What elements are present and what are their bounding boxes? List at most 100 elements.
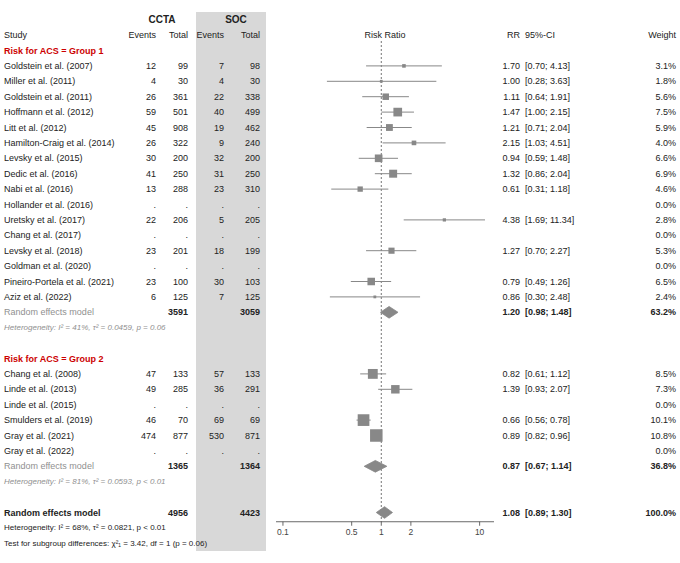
x-tick <box>351 522 352 526</box>
rr-label: 1.00 <box>502 76 520 86</box>
study-square <box>380 80 383 83</box>
column-header: Study <box>4 30 28 40</box>
x-axis-line <box>276 521 494 522</box>
study-square <box>373 296 376 299</box>
study-square <box>358 414 370 426</box>
soc-events: 5 <box>219 215 224 225</box>
soc-total: . <box>257 230 260 240</box>
soc-total: 125 <box>245 292 260 302</box>
rr-label: 0.66 <box>502 415 520 425</box>
ci-label: [0.89; 1.30] <box>525 508 572 518</box>
soc-events: 18 <box>214 246 224 256</box>
ccta-total: 1365 <box>168 461 188 471</box>
soc-total: . <box>257 446 260 456</box>
group-label: Risk for ACS = Group 2 <box>4 354 103 364</box>
soc-total: 499 <box>245 107 260 117</box>
study-name: Hoffmann et al. (2012) <box>4 107 93 117</box>
rr-label: 1.70 <box>502 61 520 71</box>
group-label: Risk for ACS = Group 1 <box>4 46 103 56</box>
column-header: Total <box>169 30 188 40</box>
study-name: Pineiro-Portela et al. (2021) <box>4 277 114 287</box>
soc-events: . <box>221 200 224 210</box>
weight-label: 0.0% <box>655 230 676 240</box>
weight-label: 5.3% <box>655 246 676 256</box>
soc-total: . <box>257 200 260 210</box>
rr-label: 1.21 <box>502 123 520 133</box>
ccta-total: 133 <box>173 369 188 379</box>
summary-diamond <box>380 306 398 318</box>
weight-label: 3.1% <box>655 61 676 71</box>
soc-total: 1364 <box>240 461 260 471</box>
column-group: SOC <box>225 14 247 25</box>
ci-label: [0.70; 4.13] <box>525 61 570 71</box>
soc-events: 19 <box>214 123 224 133</box>
soc-events: . <box>221 400 224 410</box>
ccta-total: 877 <box>173 431 188 441</box>
rr-label: 0.82 <box>502 369 520 379</box>
rr-label: 0.89 <box>502 431 520 441</box>
weight-label: 5.9% <box>655 123 676 133</box>
ccta-total: 361 <box>173 92 188 102</box>
soc-total: 871 <box>245 431 260 441</box>
study-name: Aziz et al. (2022) <box>4 292 72 302</box>
study-name: Nabi et al. (2016) <box>4 184 73 194</box>
x-tick-label: 0.1 <box>277 527 289 537</box>
soc-events: 23 <box>214 184 224 194</box>
study-square <box>388 248 394 254</box>
study-name: Goldman et al. (2020) <box>4 261 91 271</box>
rr-label: 0.87 <box>502 461 520 471</box>
soc-events: 32 <box>214 153 224 163</box>
ci-label: [0.93; 2.07] <box>525 384 570 394</box>
ccta-total: 125 <box>173 292 188 302</box>
ccta-events: 4 <box>151 76 156 86</box>
soc-events: 69 <box>214 415 224 425</box>
study-square <box>393 108 402 117</box>
column-header: Events <box>196 30 224 40</box>
weight-label: 100.0% <box>645 508 676 518</box>
soc-events: 30 <box>214 277 224 287</box>
ccta-total: 30 <box>178 76 188 86</box>
column-header: Risk Ratio <box>364 30 405 40</box>
overall-label: Random effects model <box>4 508 101 518</box>
summary-label: Random effects model <box>4 461 94 471</box>
weight-label: 5.6% <box>655 92 676 102</box>
ci-label: [0.67; 1.14] <box>525 461 572 471</box>
weight-label: 7.3% <box>655 384 676 394</box>
soc-total: 200 <box>245 153 260 163</box>
study-name: Dedic et al. (2016) <box>4 169 78 179</box>
ccta-total: 206 <box>173 215 188 225</box>
x-tick-label: 0.5 <box>346 527 358 537</box>
soc-total: . <box>257 261 260 271</box>
ccta-total: 322 <box>173 138 188 148</box>
ccta-events: 41 <box>146 169 156 179</box>
rr-label: 0.86 <box>502 292 520 302</box>
study-name: Linde et al. (2013) <box>4 384 77 394</box>
soc-total: 205 <box>245 215 260 225</box>
weight-label: 1.8% <box>655 76 676 86</box>
weight-label: 2.8% <box>655 215 676 225</box>
study-name: Smulders et al. (2019) <box>4 415 93 425</box>
ci-label: [1.03; 4.51] <box>525 138 570 148</box>
study-name: Uretsky et al. (2017) <box>4 215 85 225</box>
ccta-total: 99 <box>178 61 188 71</box>
study-square <box>370 429 383 442</box>
rr-label: 0.94 <box>502 153 520 163</box>
soc-events: 40 <box>214 107 224 117</box>
ci-label: [0.61; 1.12] <box>525 369 570 379</box>
weight-label: 36.8% <box>650 461 676 471</box>
soc-total: 462 <box>245 123 260 133</box>
ccta-events: 47 <box>146 369 156 379</box>
x-tick-label: 10 <box>475 527 485 537</box>
soc-events: 530 <box>209 431 224 441</box>
soc-events: 31 <box>214 169 224 179</box>
rr-label: 1.32 <box>502 169 520 179</box>
weight-label: 6.5% <box>655 277 676 287</box>
summary-label: Random effects model <box>4 307 94 317</box>
marks <box>327 64 485 518</box>
rr-label: 4.38 <box>502 215 520 225</box>
ci-label: [1.00; 2.15] <box>525 107 570 117</box>
ccta-events: 59 <box>146 107 156 117</box>
forest-plot: CCTASOCStudyEventsTotalEventsTotalRisk R… <box>0 0 680 563</box>
soc-total: 338 <box>245 92 260 102</box>
weight-label: 4.0% <box>655 138 676 148</box>
